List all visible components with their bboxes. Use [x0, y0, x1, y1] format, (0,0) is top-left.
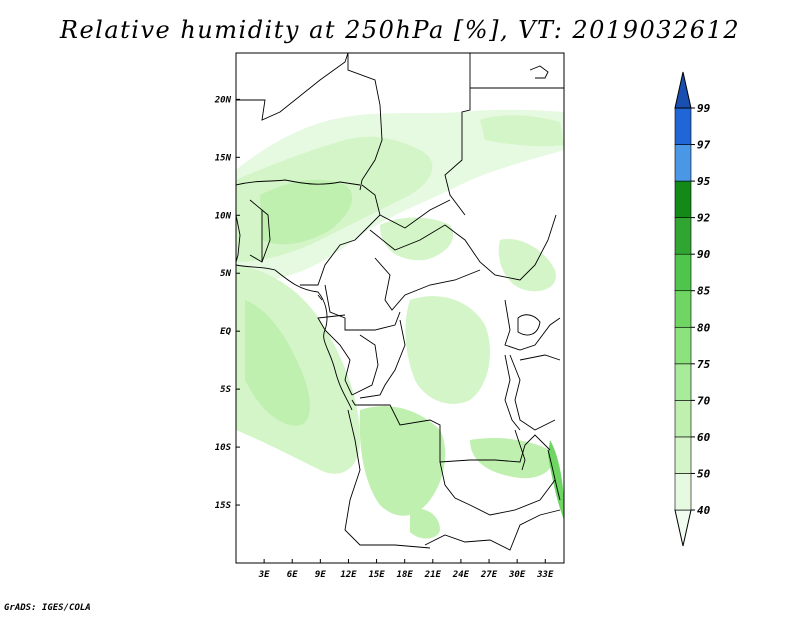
grads-credit: GrADS: IGES/COLA — [4, 603, 91, 613]
colorbar-label: 90 — [697, 248, 711, 261]
lat-tick-label: EQ — [220, 327, 231, 337]
colorbar-box — [674, 253, 692, 292]
lat-tick-label: 10N — [215, 211, 232, 221]
lat-tick-label: 10S — [215, 443, 232, 453]
lon-tick-label: 30E — [508, 570, 526, 580]
lon-tick-label: 12E — [340, 570, 357, 580]
map-frame — [235, 52, 565, 564]
colorbar-label: 97 — [697, 139, 711, 152]
colorbar-label: 75 — [697, 358, 711, 371]
lon-tick-label: 6E — [287, 570, 298, 580]
colorbar-label: 50 — [697, 467, 711, 480]
lon-tick-label: 9E — [315, 570, 326, 580]
colorbar-upper-triangle — [674, 71, 692, 109]
country-borders — [236, 53, 564, 551]
colorbar-box — [674, 107, 692, 145]
lon-tick-label: 3E — [258, 570, 270, 580]
lon-tick-label: 33E — [536, 570, 554, 580]
colorbar-lower-triangle — [674, 509, 692, 547]
lat-axis: 20N 15N 10N 5N EQ 5S 10S 15S — [214, 95, 240, 511]
colorbar-box — [674, 180, 692, 218]
lat-tick-label: 20N — [214, 95, 232, 105]
colorbar-label: 80 — [697, 321, 711, 334]
lon-tick-label: 18E — [397, 570, 414, 580]
lon-tick-label: 15E — [368, 570, 385, 580]
colorbar-box — [674, 326, 692, 365]
lon-tick-label: 21E — [424, 570, 442, 580]
lat-tick-label: 15N — [215, 153, 232, 163]
lon-axis: 3E 6E 9E 12E 15E 18E 21E 24E 27E 30E 33E — [258, 559, 554, 580]
colorbar: 40 50 60 70 75 80 85 90 92 95 97 99 — [674, 71, 711, 547]
colorbar-box — [674, 217, 692, 255]
colorbar-label: 85 — [697, 285, 711, 298]
colorbar-label: 40 — [697, 504, 711, 517]
colorbar-label: 95 — [697, 175, 711, 188]
colorbar-box — [674, 436, 692, 474]
lat-tick-label: 5S — [220, 385, 231, 395]
colorbar-label: 60 — [697, 431, 711, 444]
lat-tick-label: 5N — [220, 269, 231, 279]
colorbar-box — [674, 473, 692, 511]
humidity-field — [236, 109, 564, 539]
colorbar-label: 70 — [697, 394, 711, 407]
map-title: Relative humidity at 250hPa [%], VT: 201… — [59, 16, 741, 44]
lat-tick-label: 15S — [215, 501, 232, 511]
colorbar-box — [674, 363, 692, 401]
coastlines — [236, 65, 561, 501]
lon-tick-label: 27E — [480, 570, 498, 580]
colorbar-label: 92 — [697, 212, 711, 225]
colorbar-label: 99 — [697, 102, 711, 115]
colorbar-box — [674, 144, 692, 182]
colorbar-box — [674, 400, 692, 438]
colorbar-box — [674, 290, 692, 328]
lon-tick-label: 24E — [452, 570, 470, 580]
